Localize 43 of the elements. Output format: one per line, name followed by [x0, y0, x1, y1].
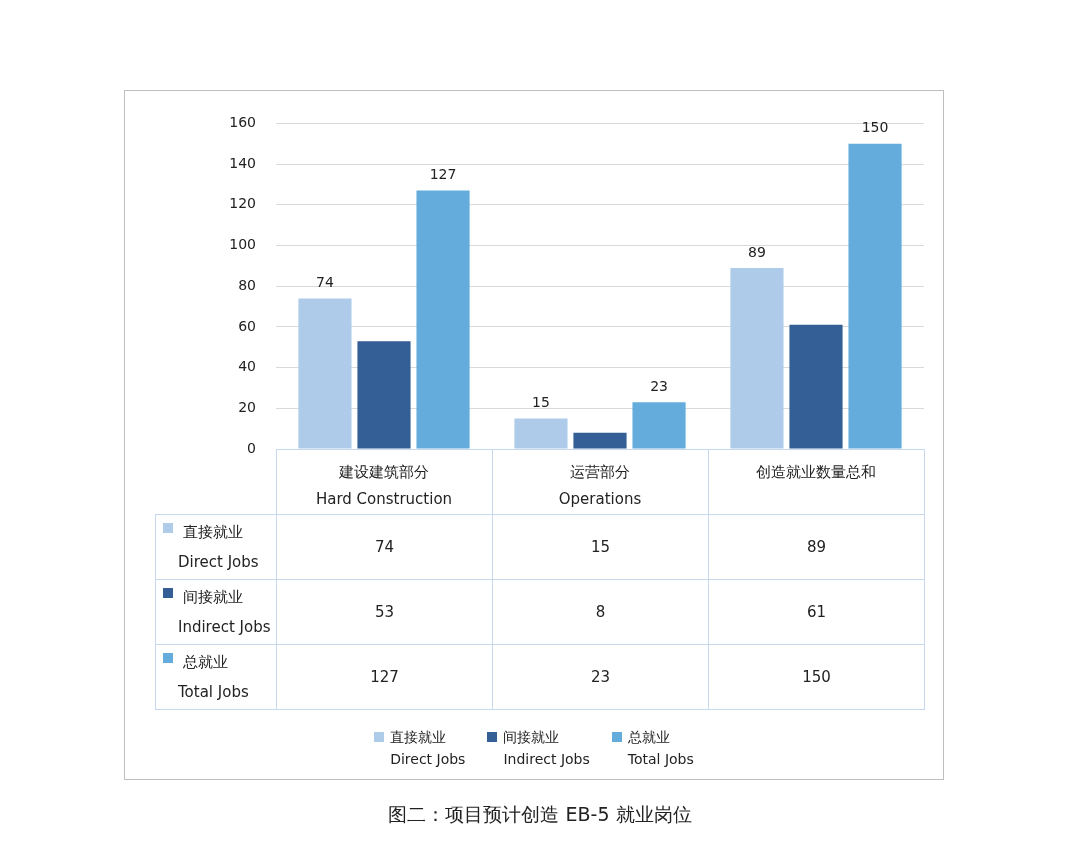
text: 89: [708, 514, 925, 580]
x-tick-label: 建设建筑部分 Hard Construction: [315, 463, 453, 509]
text: 图二：项目预计创造 EB-5 就业岗位: [387, 802, 693, 827]
y-tick-label: 120: [229, 195, 256, 212]
text: 间接就业 Indirect Jobs: [178, 588, 271, 636]
bar: [357, 341, 411, 449]
text: 127: [276, 644, 493, 710]
data-label: 74: [316, 274, 334, 291]
y-tick-label: 160: [229, 114, 256, 131]
bar: [298, 298, 352, 449]
data-label: 15: [532, 394, 550, 411]
text: 总就业 Total Jobs: [178, 653, 249, 701]
bar: [789, 324, 843, 449]
text: 8: [492, 579, 709, 645]
bar: [632, 402, 686, 449]
y-tick-label: 140: [229, 154, 256, 171]
text: 23: [492, 644, 709, 710]
text: 53: [276, 579, 493, 645]
y-tick-label: 80: [238, 276, 256, 293]
bar: [514, 418, 568, 449]
y-tick-label: 0: [247, 439, 256, 456]
x-tick-label: 运营部分 Operations: [558, 463, 642, 509]
bar: [416, 190, 470, 449]
legend-label: 间接就业 Indirect Jobs: [503, 728, 590, 769]
y-tick-label: 40: [238, 358, 256, 375]
text: 150: [708, 644, 925, 710]
text: 15: [492, 514, 709, 580]
text: 直接就业 Direct Jobs: [178, 523, 259, 571]
bar: [730, 267, 784, 449]
text: 61: [708, 579, 925, 645]
bar: [573, 432, 627, 449]
y-tick-label: 60: [238, 317, 256, 334]
y-tick-label: 20: [238, 398, 256, 415]
data-label: 150: [861, 119, 889, 136]
text: 74: [276, 514, 493, 580]
data-label: 127: [429, 166, 457, 183]
legend-label: 直接就业 Direct Jobs: [390, 728, 466, 769]
data-label: 89: [748, 243, 766, 260]
bar: [848, 143, 902, 449]
y-tick-label: 100: [229, 236, 256, 253]
data-label: 23: [650, 377, 668, 394]
x-tick-label: 创造就业数量总和: [756, 463, 876, 482]
legend-label: 总就业 Total Jobs: [627, 728, 694, 769]
